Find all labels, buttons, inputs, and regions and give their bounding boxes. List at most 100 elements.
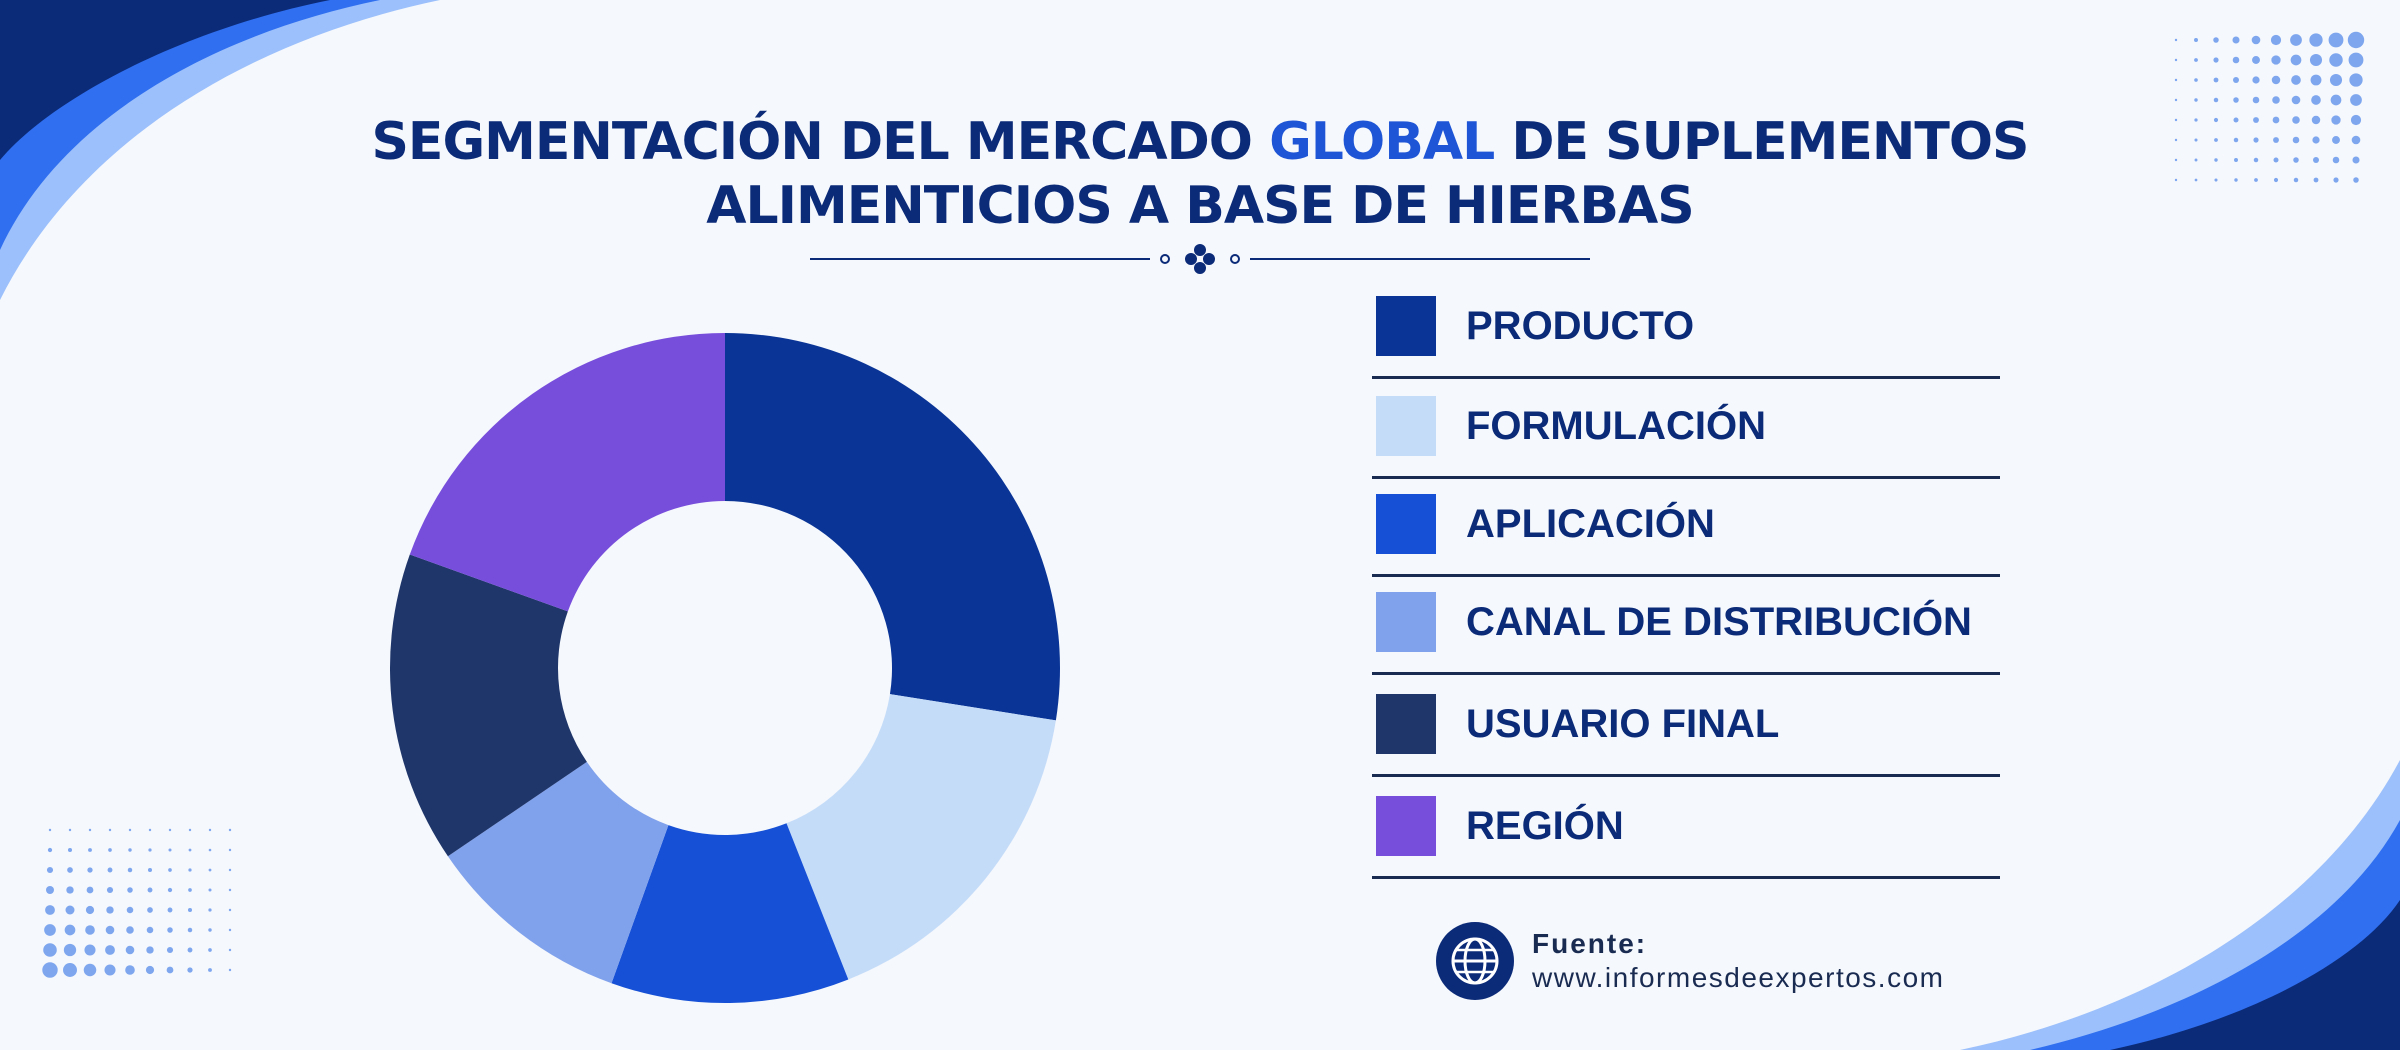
- donut-slice-2: [786, 694, 1056, 980]
- legend-divider: [1372, 876, 2000, 879]
- decor-dot: [42, 962, 58, 978]
- decor-dot: [2252, 76, 2260, 84]
- decor-dot: [2194, 78, 2198, 82]
- decor-dot: [106, 886, 114, 894]
- decor-dot: [146, 946, 154, 954]
- title-accent-word: GLOBAL: [1269, 112, 1495, 172]
- legend-label: REGIÓN: [1466, 804, 1624, 848]
- source-label: Fuente:: [1532, 928, 1648, 959]
- decor-dot: [208, 828, 212, 832]
- decor-dot: [187, 927, 193, 933]
- decor-dot: [2194, 158, 2198, 162]
- legend-swatch: [1376, 396, 1436, 456]
- decor-dot: [2233, 97, 2239, 103]
- source-block: Fuente: www.informesdeexpertos.com: [1436, 920, 2036, 1004]
- decor-dot: [2254, 178, 2258, 182]
- decor-dot: [2174, 58, 2178, 62]
- decor-dot: [2332, 136, 2340, 144]
- decor-dot: [2174, 78, 2178, 82]
- decor-dot: [43, 943, 57, 957]
- decor-dot: [108, 828, 112, 832]
- decor-dot: [2349, 73, 2363, 87]
- decor-dot: [105, 945, 115, 955]
- decor-dot: [63, 943, 77, 957]
- legend-divider: [1372, 376, 2000, 379]
- decor-dot: [2350, 94, 2362, 106]
- legend-divider: [1372, 672, 2000, 675]
- decor-dot: [64, 924, 76, 936]
- decor-dot: [2332, 156, 2340, 164]
- legend-label: FORMULACIÓN: [1466, 404, 1766, 448]
- decor-dot: [104, 964, 116, 976]
- decor-dot: [2312, 156, 2320, 164]
- decor-dot: [2252, 56, 2260, 64]
- decor-dot: [208, 868, 212, 872]
- legend-item: PRODUCTO: [1372, 296, 2000, 396]
- decor-dot: [2331, 115, 2341, 125]
- decor-dot: [2292, 136, 2300, 144]
- decor-dot: [2291, 75, 2301, 85]
- decor-dot: [2292, 116, 2300, 124]
- decor-dot: [187, 967, 193, 973]
- decor-dot: [208, 928, 212, 932]
- decor-dot: [2271, 75, 2281, 85]
- decor-dot: [86, 886, 94, 894]
- decor-dot: [2233, 137, 2239, 143]
- decor-dot: [66, 886, 74, 894]
- title-line-1: SEGMENTACIÓN DEL MERCADO GLOBAL DE SUPLE…: [371, 112, 2029, 172]
- title-line-2: ALIMENTICIOS A BASE DE HIERBAS: [706, 176, 1694, 236]
- decor-dot: [2309, 33, 2323, 47]
- decor-dot: [166, 946, 174, 954]
- decor-dot: [88, 828, 92, 832]
- decor-dot: [2273, 157, 2279, 163]
- decor-dot: [47, 847, 53, 853]
- donut-slice-6: [409, 333, 725, 612]
- legend-label: CANAL DE DISTRIBUCIÓN: [1466, 600, 1972, 644]
- decor-dot: [168, 848, 172, 852]
- decor-dot: [188, 888, 192, 892]
- decor-dot: [228, 848, 232, 852]
- decor-dot: [166, 966, 174, 974]
- decor-dot: [145, 965, 155, 975]
- donut-chart: [390, 333, 1060, 1003]
- decor-dot: [228, 868, 232, 872]
- decor-dot: [2213, 117, 2219, 123]
- decor-dot: [2352, 156, 2360, 164]
- decor-dot: [125, 945, 135, 955]
- decor-dot: [2312, 136, 2320, 144]
- decor-dot: [46, 886, 54, 894]
- decor-dot: [2252, 96, 2260, 104]
- donut-slice-3: [611, 823, 849, 1003]
- decor-dot: [2174, 138, 2178, 142]
- donut-slice-1: [725, 333, 1060, 721]
- decor-dot: [2353, 177, 2359, 183]
- legend-swatch: [1376, 694, 1436, 754]
- decor-dot: [84, 944, 96, 956]
- decor-dot: [228, 908, 232, 912]
- decor-dot: [44, 924, 56, 936]
- legend-label: USUARIO FINAL: [1466, 702, 1780, 746]
- decor-dot: [2272, 116, 2280, 124]
- decor-dot: [2330, 94, 2342, 106]
- decor-dot: [188, 848, 192, 852]
- decor-dot: [168, 868, 172, 872]
- decor-dot: [2329, 73, 2343, 87]
- decor-dot: [2213, 97, 2219, 103]
- decor-dot: [2311, 115, 2321, 125]
- decor-dot: [208, 848, 212, 852]
- decor-dot: [2194, 98, 2198, 102]
- decor-dot: [2328, 32, 2344, 48]
- decor-dot: [105, 925, 115, 935]
- decor-dot: [2273, 177, 2279, 183]
- legend-swatch: [1376, 296, 1436, 356]
- decor-dot: [208, 948, 212, 952]
- decor-dot: [85, 905, 95, 915]
- donut-slice-4: [447, 761, 669, 984]
- decor-dot: [167, 927, 173, 933]
- decor-dot: [2271, 55, 2281, 65]
- decor-dot: [67, 867, 73, 873]
- decor-dot: [208, 908, 212, 912]
- decor-dot: [2253, 157, 2259, 163]
- decor-dot: [88, 848, 92, 852]
- decor-dot: [2194, 38, 2198, 42]
